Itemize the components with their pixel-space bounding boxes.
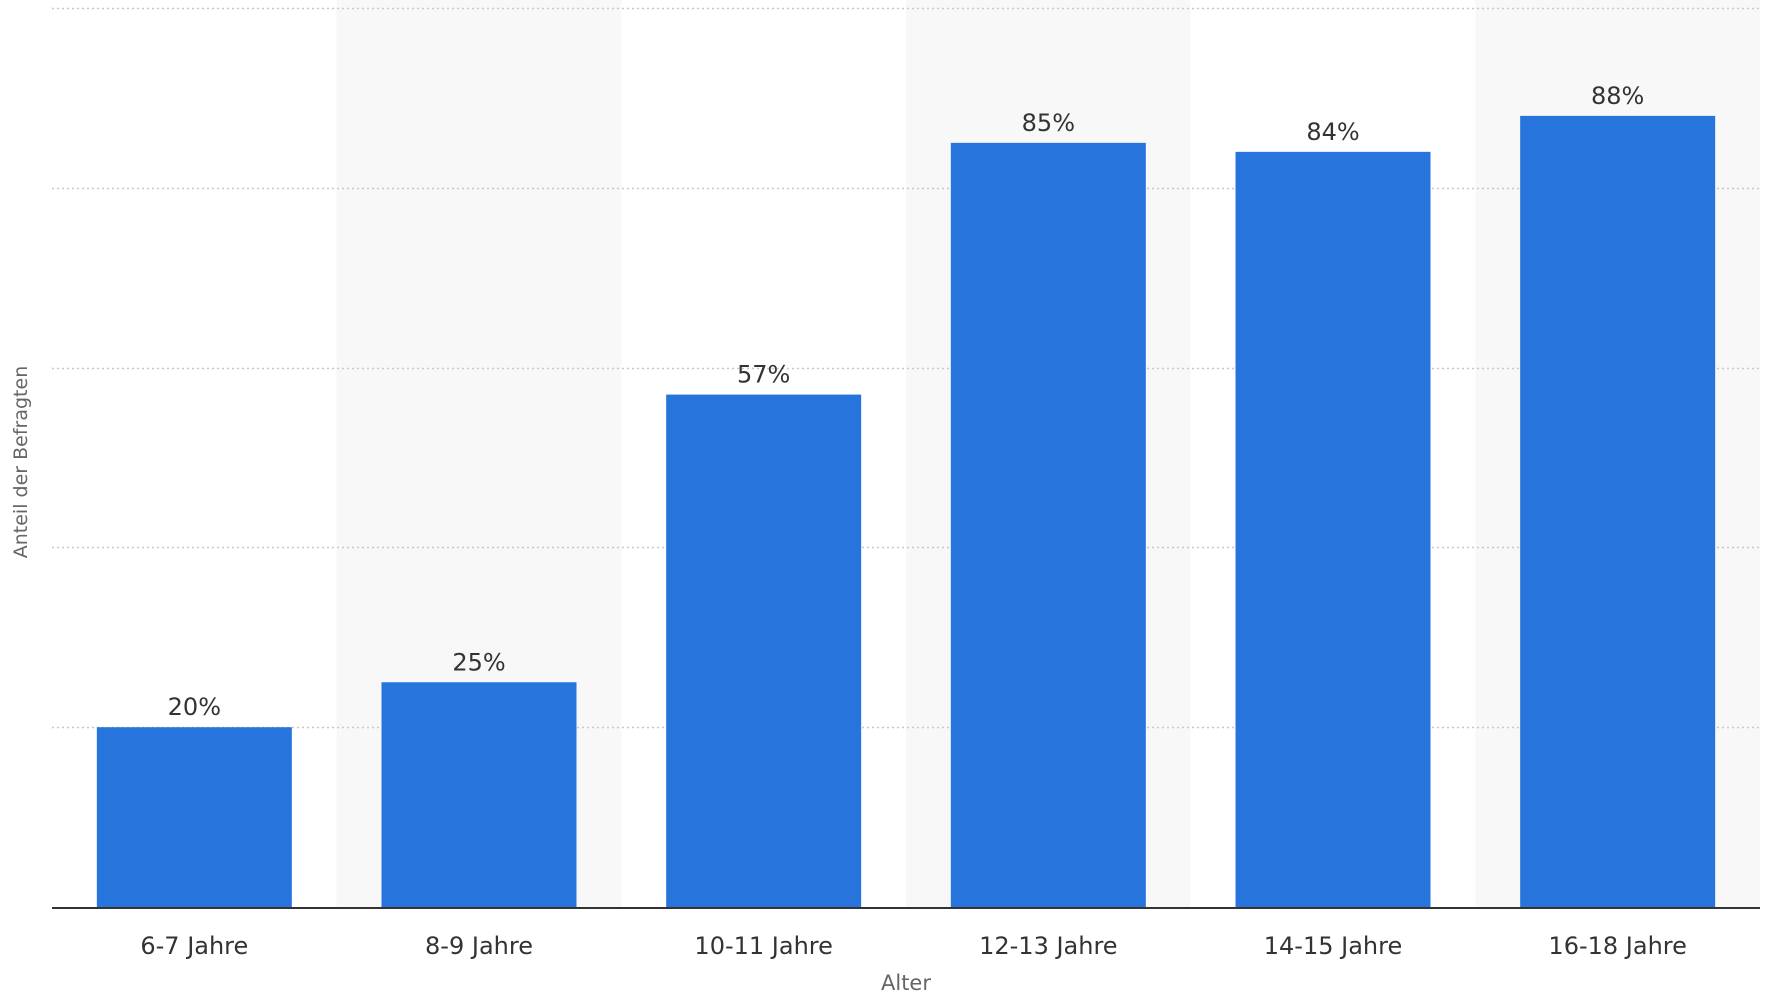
x-tick-label: 12-13 Jahre xyxy=(979,932,1117,960)
bar[interactable] xyxy=(666,394,862,907)
bar[interactable] xyxy=(1520,115,1716,907)
bar[interactable] xyxy=(96,727,292,907)
data-labels: 20% 25% 57% 85% 84% 88% xyxy=(168,82,1645,721)
y-axis-title: Anteil der Befragten xyxy=(10,366,32,559)
bar[interactable] xyxy=(381,682,577,907)
data-label: 25% xyxy=(452,648,505,676)
x-tick-label: 8-9 Jahre xyxy=(425,932,533,960)
x-tick-label: 16-18 Jahre xyxy=(1548,932,1686,960)
x-tick-label: 6-7 Jahre xyxy=(140,932,248,960)
x-tick-label: 14-15 Jahre xyxy=(1264,932,1402,960)
data-label: 57% xyxy=(737,361,790,389)
data-label: 84% xyxy=(1306,118,1359,146)
x-axis-title: Alter xyxy=(881,971,931,995)
x-tick-label: 10-11 Jahre xyxy=(694,932,832,960)
bar[interactable] xyxy=(950,142,1146,908)
data-label: 88% xyxy=(1591,82,1644,110)
x-tick-labels: 6-7 Jahre 8-9 Jahre 10-11 Jahre 12-13 Jahre… xyxy=(140,932,1687,960)
bar[interactable] xyxy=(1235,151,1431,908)
data-label: 85% xyxy=(1022,109,1075,137)
data-label: 20% xyxy=(168,693,221,721)
bars xyxy=(96,115,1716,908)
